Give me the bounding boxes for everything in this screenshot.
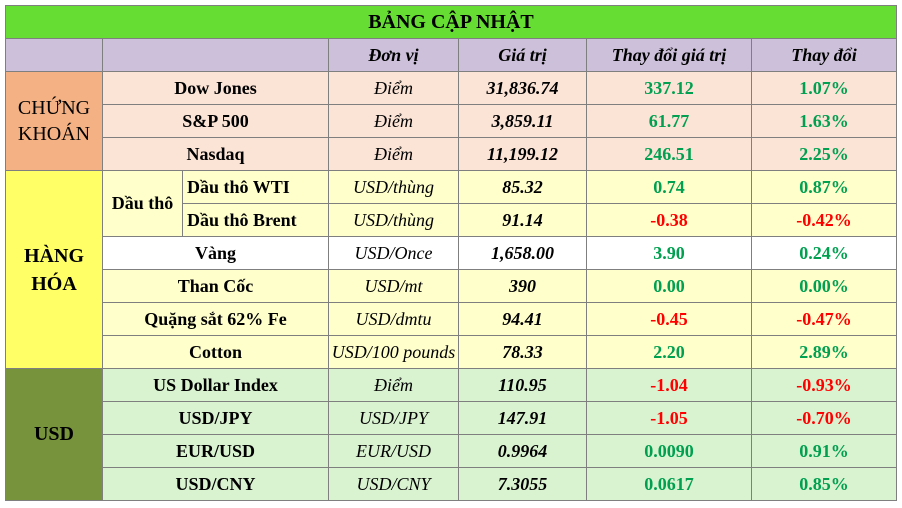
table-row: USD/CNY USD/CNY 7.3055 0.0617 0.85% <box>6 467 897 501</box>
row-change: 2.20 <box>586 335 752 369</box>
row-unit: USD/100 pounds <box>328 335 459 369</box>
header-name-blank <box>102 38 329 72</box>
row-unit: Điểm <box>328 104 459 138</box>
row-name: USD/JPY <box>102 401 329 435</box>
table-row: USD/JPY USD/JPY 147.91 -1.05 -0.70% <box>6 401 897 435</box>
group-usd: USD <box>5 368 103 501</box>
row-name: Nasdaq <box>102 137 329 171</box>
row-pct: -0.47% <box>751 302 897 336</box>
row-change: 3.90 <box>586 236 752 270</box>
row-change: 337.12 <box>586 71 752 105</box>
row-name: Dầu thô WTI <box>182 170 329 204</box>
row-pct: 2.25% <box>751 137 897 171</box>
row-change: 0.0617 <box>586 467 752 501</box>
row-name: Vàng <box>102 236 329 270</box>
row-name: Than Cốc <box>102 269 329 303</box>
row-value: 110.95 <box>458 368 587 402</box>
row-change: 0.00 <box>586 269 752 303</box>
table-title: BẢNG CẬP NHẬT <box>5 5 897 39</box>
row-unit: USD/dmtu <box>328 302 459 336</box>
row-pct: 0.24% <box>751 236 897 270</box>
row-value: 0.9964 <box>458 434 587 468</box>
row-name: EUR/USD <box>102 434 329 468</box>
row-pct: 1.07% <box>751 71 897 105</box>
row-value: 31,836.74 <box>458 71 587 105</box>
header-change: Thay đổi giá trị <box>586 38 752 72</box>
row-change: 61.77 <box>586 104 752 138</box>
table-row: Dầu thô Brent USD/thùng 91.14 -0.38 -0.4… <box>6 203 897 237</box>
row-unit: Điểm <box>328 71 459 105</box>
row-value: 85.32 <box>458 170 587 204</box>
table-row: HÀNG HÓA Dầu thô Dầu thô WTI USD/thùng 8… <box>5 170 897 369</box>
table-row: Vàng USD/Once 1,658.00 3.90 0.24% <box>6 236 897 270</box>
row-pct: -0.93% <box>751 368 897 402</box>
row-unit: USD/CNY <box>328 467 459 501</box>
header-value: Giá trị <box>458 38 587 72</box>
row-value: 94.41 <box>458 302 587 336</box>
group-commodities: HÀNG HÓA <box>5 170 103 369</box>
row-unit: Điểm <box>328 137 459 171</box>
header-unit: Đơn vị <box>328 38 459 72</box>
row-name: US Dollar Index <box>102 368 329 402</box>
table-row: USD US Dollar Index Điểm 110.95 -1.04 -0… <box>5 368 897 501</box>
row-value: 390 <box>458 269 587 303</box>
row-name: Dow Jones <box>102 71 329 105</box>
row-change: 0.0090 <box>586 434 752 468</box>
row-pct: -0.70% <box>751 401 897 435</box>
row-unit: USD/JPY <box>328 401 459 435</box>
row-pct: 0.00% <box>751 269 897 303</box>
row-value: 147.91 <box>458 401 587 435</box>
header-pct: Thay đổi <box>751 38 897 72</box>
row-unit: EUR/USD <box>328 434 459 468</box>
table-row: CHỨNG KHOÁN Dow Jones Điểm 31,836.74 337… <box>5 71 897 171</box>
row-unit: USD/thùng <box>328 170 459 204</box>
row-pct: 0.91% <box>751 434 897 468</box>
row-pct: 0.87% <box>751 170 897 204</box>
row-name: USD/CNY <box>102 467 329 501</box>
table-row: S&P 500 Điểm 3,859.11 61.77 1.63% <box>6 104 897 138</box>
row-pct: 2.89% <box>751 335 897 369</box>
row-value: 78.33 <box>458 335 587 369</box>
row-unit: USD/Once <box>328 236 459 270</box>
row-value: 1,658.00 <box>458 236 587 270</box>
row-value: 91.14 <box>458 203 587 237</box>
group-stocks: CHỨNG KHOÁN <box>5 71 103 171</box>
row-value: 11,199.12 <box>458 137 587 171</box>
row-name: Cotton <box>102 335 329 369</box>
table-row: Than Cốc USD/mt 390 0.00 0.00% <box>6 269 897 303</box>
table-row: EUR/USD EUR/USD 0.9964 0.0090 0.91% <box>6 434 897 468</box>
row-name: Dầu thô Brent <box>182 203 329 237</box>
market-update-table: BẢNG CẬP NHẬT Đơn vị Giá trị Thay đổi gi… <box>5 5 897 501</box>
table-row: Quặng sắt 62% Fe USD/dmtu 94.41 -0.45 -0… <box>6 302 897 336</box>
row-unit: Điểm <box>328 368 459 402</box>
row-change: -1.04 <box>586 368 752 402</box>
row-value: 3,859.11 <box>458 104 587 138</box>
row-name: Quặng sắt 62% Fe <box>102 302 329 336</box>
header-blank <box>5 38 103 72</box>
row-pct: -0.42% <box>751 203 897 237</box>
row-pct: 1.63% <box>751 104 897 138</box>
table-row: Nasdaq Điểm 11,199.12 246.51 2.25% <box>6 137 897 171</box>
row-change: -0.45 <box>586 302 752 336</box>
table-row: Cotton USD/100 pounds 78.33 2.20 2.89% <box>6 335 897 369</box>
row-value: 7.3055 <box>458 467 587 501</box>
row-change: 246.51 <box>586 137 752 171</box>
row-change: 0.74 <box>586 170 752 204</box>
row-pct: 0.85% <box>751 467 897 501</box>
row-unit: USD/mt <box>328 269 459 303</box>
group-crude: Dầu thô <box>102 170 183 237</box>
row-unit: USD/thùng <box>328 203 459 237</box>
row-change: -1.05 <box>586 401 752 435</box>
row-change: -0.38 <box>586 203 752 237</box>
row-name: S&P 500 <box>102 104 329 138</box>
